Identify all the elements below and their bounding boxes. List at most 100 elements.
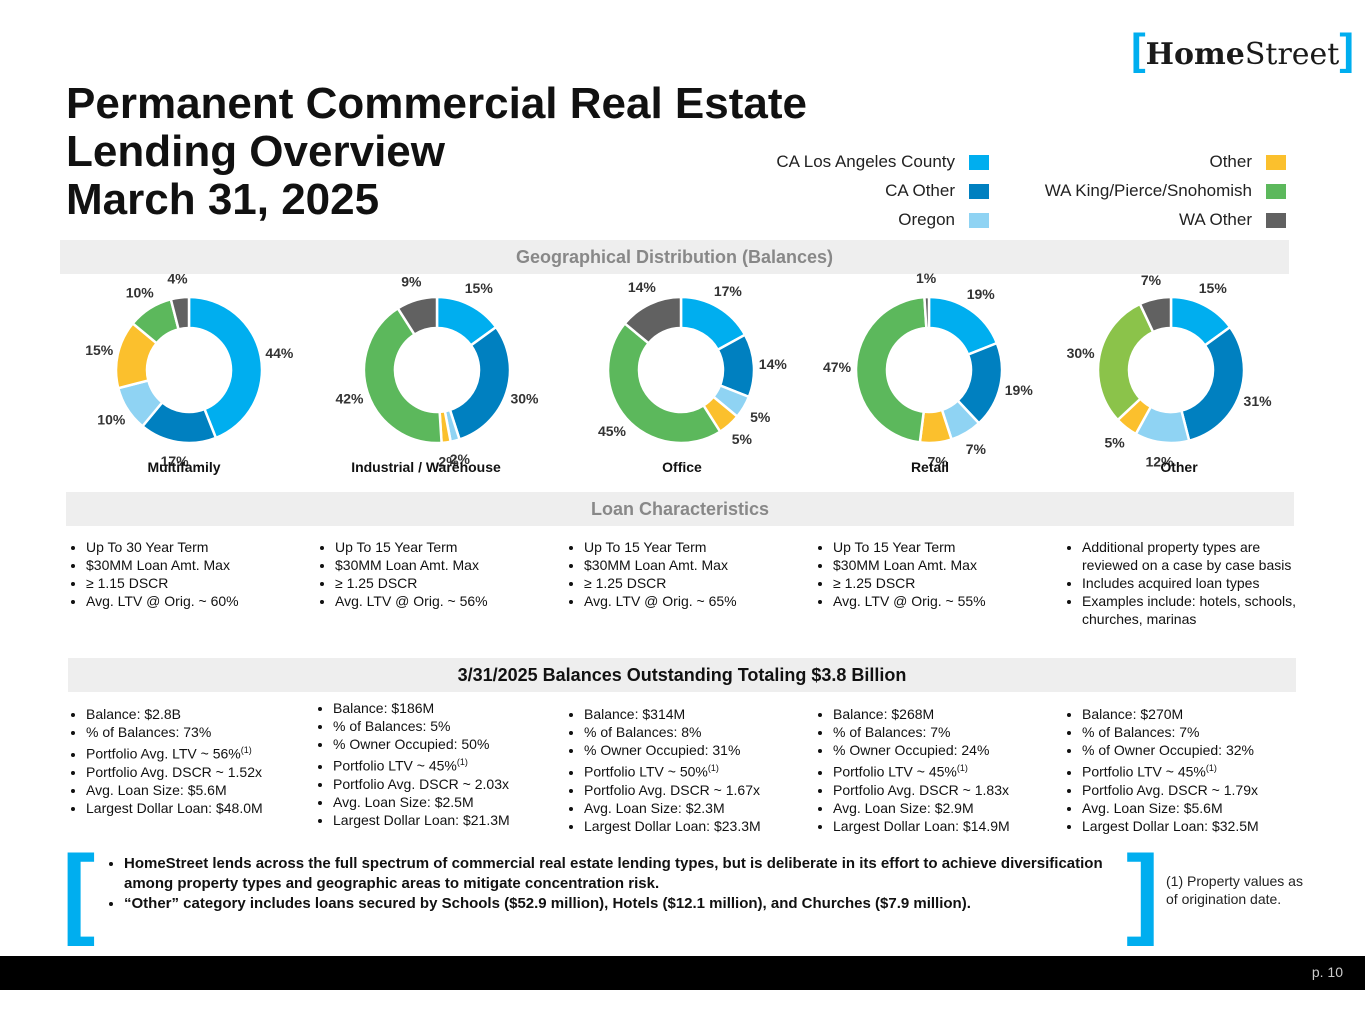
- legend-item-wa-king: WA King/Pierce/Snohomish: [1045, 180, 1286, 202]
- summary-list: HomeStreet lends across the full spectru…: [104, 854, 1154, 914]
- list-item: $30MM Loan Amt. Max: [584, 556, 814, 574]
- footnote-marker: (1): [240, 745, 252, 755]
- logo-text-street: Street: [1244, 37, 1340, 72]
- pie-slice: [1179, 325, 1246, 443]
- loan-list-other: Additional property types are reviewed o…: [1062, 538, 1317, 628]
- list-item: % of Balances: 73%: [86, 723, 326, 741]
- list-item: Portfolio Avg. DSCR ~ 1.83x: [833, 781, 1073, 799]
- pie-data-label: 17%: [161, 453, 190, 469]
- pie-data-label: 19%: [967, 286, 996, 302]
- legend-label: WA King/Pierce/Snohomish: [1044, 181, 1252, 200]
- legend-swatch: [969, 183, 989, 199]
- pie-data-label: 15%: [465, 280, 494, 296]
- pie-data-label: 15%: [1199, 280, 1228, 296]
- list-item: Up To 30 Year Term: [86, 538, 316, 556]
- list-item: Additional property types are reviewed o…: [1082, 538, 1317, 574]
- list-item: Up To 15 Year Term: [833, 538, 1063, 556]
- list-item: Balance: $314M: [584, 705, 824, 723]
- pie-caption-retail: Retail: [910, 459, 950, 475]
- summary-bracket-right: ]: [1126, 835, 1160, 947]
- list-item: % of Balances: 7%: [833, 723, 1073, 741]
- list-item: % of Balances: 8%: [584, 723, 824, 741]
- pie-slice: [187, 295, 264, 440]
- loan-list-industrial: Up To 15 Year Term $30MM Loan Amt. Max ≥…: [315, 538, 565, 610]
- pie-slice: [362, 306, 443, 445]
- page-number: p. 10: [1311, 964, 1343, 980]
- pie-data-label: 44%: [265, 345, 294, 361]
- list-item: Portfolio Avg. DSCR ~ 1.79x: [1082, 781, 1322, 799]
- pie-slice: [169, 295, 191, 331]
- list-item: % of Balances: 5%: [333, 717, 573, 735]
- geo-distribution-header: Geographical Distribution (Balances): [60, 240, 1289, 274]
- pie-chart-industrial: 15% 30% 2% 2% 42% 9%: [322, 270, 552, 470]
- pie-data-label: 17%: [714, 283, 743, 299]
- summary-item: HomeStreet lends across the full spectru…: [124, 854, 1154, 894]
- pie-data-label: 7%: [966, 441, 987, 457]
- list-item: Balance: $268M: [833, 705, 1073, 723]
- legend-label: Other: [1209, 152, 1252, 171]
- pie-svg: 44% 17% 10% 15% 10% 4%: [85, 271, 294, 469]
- list-item: Largest Dollar Loan: $23.3M: [584, 817, 824, 835]
- pie-data-label: 4%: [167, 271, 188, 287]
- pie-data-label: 10%: [97, 411, 126, 427]
- pie-chart-office: 17% 14% 5% 5% 45% 14%: [566, 270, 796, 470]
- list-item: % Owner Occupied: 50%: [333, 735, 573, 753]
- legend-label: CA Other: [885, 181, 955, 200]
- pie-slice: [1096, 302, 1155, 422]
- page-title: Permanent Commercial Real Estate Lending…: [66, 80, 926, 224]
- pie-slice: [396, 295, 439, 337]
- legend-swatch: [969, 212, 989, 228]
- pie-data-label: 42%: [335, 390, 364, 406]
- pie-caption-other: Other: [1160, 459, 1198, 475]
- pie-data-label: 19%: [1005, 382, 1034, 398]
- logo-text-home: Home: [1145, 37, 1245, 72]
- balances-header: 3/31/2025 Balances Outstanding Totaling …: [68, 658, 1296, 692]
- summary-bracket-left: [: [62, 835, 96, 947]
- loan-list-multifamily: Up To 30 Year Term $30MM Loan Amt. Max ≥…: [66, 538, 316, 610]
- legend-swatch: [1266, 183, 1286, 199]
- pie-slice: [606, 321, 722, 445]
- balance-list-retail: Balance: $268M% of Balances: 7%% Owner O…: [813, 705, 1073, 835]
- list-item: % of Owner Occupied: 32%: [1082, 741, 1322, 759]
- pie-caption-office: Office: [662, 459, 702, 475]
- pie-data-label: 9%: [401, 274, 422, 290]
- list-item: Avg. LTV @ Orig. ~ 55%: [833, 592, 1063, 610]
- pie-chart-multifamily: 44% 17% 10% 15% 10% 4%: [74, 270, 304, 470]
- pie-svg: 15% 31% 12% 5% 30% 7%: [1067, 272, 1273, 469]
- loan-list-office: Up To 15 Year Term $30MM Loan Amt. Max ≥…: [564, 538, 814, 610]
- pie-data-label: 14%: [628, 279, 657, 295]
- pie-data-label: 5%: [732, 431, 753, 447]
- list-item: Balance: $270M: [1082, 705, 1322, 723]
- pie-caption-industrial: Industrial / Warehouse: [351, 459, 501, 475]
- list-item: Balance: $186M: [333, 699, 573, 717]
- list-item: $30MM Loan Amt. Max: [86, 556, 316, 574]
- footnote-marker: (1): [956, 763, 968, 773]
- list-item: Avg. LTV @ Orig. ~ 65%: [584, 592, 814, 610]
- legend-label: WA Other: [1178, 210, 1252, 229]
- pie-chart-other: 15% 31% 12% 5% 30% 7%: [1056, 270, 1286, 470]
- list-item: Portfolio LTV ~ 45%(1): [333, 753, 573, 775]
- list-item: Includes acquired loan types: [1082, 574, 1317, 592]
- logo-bracket-open: [: [1131, 25, 1146, 74]
- balance-list-other: Balance: $270M% of Balances: 7%% of Owne…: [1062, 705, 1322, 835]
- footnote: (1) Property values as of origination da…: [1166, 873, 1303, 907]
- pie-data-label: 45%: [598, 423, 627, 439]
- list-item: Avg. LTV @ Orig. ~ 60%: [86, 592, 316, 610]
- footer-bar: p. 10: [0, 956, 1365, 990]
- list-item: Portfolio Avg. DSCR ~ 1.67x: [584, 781, 824, 799]
- list-item: Largest Dollar Loan: $48.0M: [86, 799, 326, 817]
- balance-list-industrial: Balance: $186M% of Balances: 5%% Owner O…: [313, 699, 573, 829]
- list-item: Balance: $2.8B: [86, 705, 326, 723]
- list-item: $30MM Loan Amt. Max: [335, 556, 565, 574]
- list-item: Avg. Loan Size: $5.6M: [1082, 799, 1322, 817]
- legend-label: CA Los Angeles County: [776, 152, 955, 171]
- list-item: Examples include: hotels, schools, churc…: [1082, 592, 1317, 628]
- list-item: ≥ 1.25 DSCR: [335, 574, 565, 592]
- pie-svg: 19% 19% 7% 7% 47% 1%: [823, 270, 1034, 470]
- legend-item-other: Other: [1209, 151, 1286, 173]
- summary-item: “Other” category includes loans secured …: [124, 894, 1154, 914]
- legend-item-oregon: Oregon: [898, 209, 989, 231]
- title-line-1: Permanent Commercial Real Estate: [66, 79, 807, 128]
- legend-swatch: [969, 154, 989, 170]
- legend-item-wa-other: WA Other: [1179, 209, 1286, 231]
